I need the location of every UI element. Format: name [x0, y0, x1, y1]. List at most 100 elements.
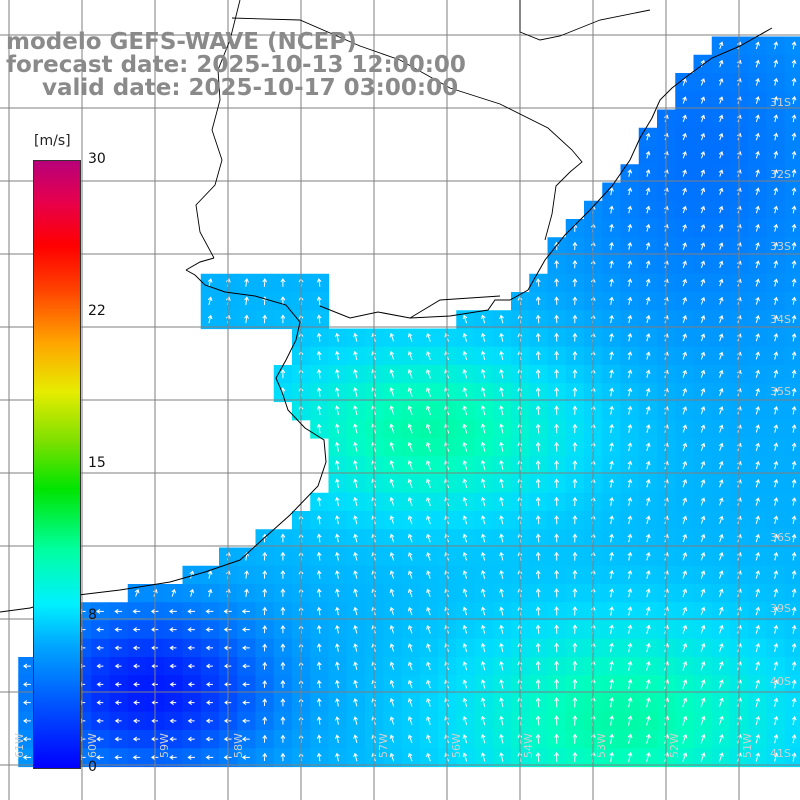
wind-cell — [784, 273, 800, 293]
wind-arrow — [426, 716, 431, 725]
wind-arrow — [205, 736, 214, 742]
wind-arrow — [572, 569, 578, 579]
wind-arrow — [554, 332, 560, 342]
wind-arrow — [334, 405, 340, 416]
wind-arrow — [609, 551, 614, 561]
wind-arrow — [645, 369, 651, 378]
wind-arrow — [627, 497, 633, 506]
wind-arrow — [700, 151, 706, 159]
wind-arrow — [554, 314, 560, 324]
wind-arrow — [262, 734, 268, 743]
wind-arrow — [755, 132, 760, 141]
wind-arrow — [114, 681, 122, 687]
wind-arrow — [554, 350, 560, 360]
wind-arrow — [554, 369, 560, 379]
wind-arrow — [627, 442, 633, 452]
wind-arrow — [609, 314, 614, 324]
wind-arrow — [718, 570, 724, 579]
wind-arrow — [572, 588, 578, 598]
wind-arrow — [700, 442, 706, 451]
wind-arrow — [462, 734, 468, 744]
wind-arrow — [316, 405, 322, 416]
wind-arrow — [755, 606, 761, 616]
wind-arrow — [627, 515, 633, 525]
wind-arrow — [645, 333, 651, 342]
wind-arrow — [353, 570, 358, 579]
wind-arrow — [280, 661, 286, 670]
wind-arrow — [242, 700, 250, 706]
wind-arrow — [316, 533, 322, 543]
wind-arrow — [609, 260, 614, 269]
wind-arrow — [645, 551, 651, 561]
wind-arrow — [755, 679, 761, 689]
wind-arrow — [280, 606, 286, 616]
wind-arrow — [389, 369, 395, 379]
wind-arrow — [280, 314, 286, 324]
wind-arrow — [535, 296, 541, 305]
wind-arrow — [353, 752, 358, 762]
wind-arrow — [609, 751, 615, 763]
wind-arrow — [353, 698, 358, 707]
wind-cell — [784, 748, 800, 768]
wind-arrow — [700, 570, 706, 579]
wind-arrow — [682, 533, 688, 543]
wind-cell — [784, 91, 800, 111]
wind-arrow — [499, 533, 504, 543]
wind-arrow — [773, 588, 779, 598]
wind-arrow — [682, 570, 688, 579]
wind-arrow — [426, 625, 431, 634]
wind-arrow — [700, 406, 706, 415]
wind-arrow — [353, 588, 358, 598]
wind-arrow — [682, 242, 687, 250]
wind-arrow — [407, 369, 413, 379]
wind-arrow — [718, 296, 724, 305]
wind-arrow — [755, 351, 760, 360]
wind-arrow — [554, 751, 560, 762]
wind-arrow — [719, 606, 724, 616]
wind-arrow — [554, 441, 560, 452]
wind-cell — [784, 292, 800, 311]
wind-arrow — [755, 752, 761, 762]
wind-arrow — [187, 718, 195, 724]
wind-arrow — [316, 679, 322, 689]
wind-arrow — [755, 570, 761, 579]
wind-arrow — [554, 423, 560, 434]
wind-arrow — [535, 642, 541, 653]
wind-arrow — [609, 296, 614, 305]
wind-arrow — [755, 223, 760, 232]
wind-arrow — [335, 551, 340, 561]
wind-arrow — [755, 697, 761, 707]
wind-arrow — [609, 533, 614, 543]
wind-arrow — [627, 624, 633, 634]
wind-arrow — [700, 588, 706, 598]
wind-arrow — [22, 718, 31, 724]
wind-arrow — [645, 387, 651, 397]
wind-arrow — [262, 643, 268, 652]
lon-label-51w: 51W — [741, 733, 754, 758]
wind-cell — [784, 146, 800, 165]
wind-arrow — [133, 700, 140, 706]
wind-arrow — [773, 479, 779, 488]
wind-arrow — [334, 369, 340, 379]
wind-arrow — [353, 369, 358, 379]
wind-arrow — [462, 423, 468, 434]
wind-arrow — [480, 752, 486, 762]
wind-arrow — [407, 552, 413, 561]
wind-arrow — [316, 734, 322, 743]
wind-arrow — [334, 441, 340, 452]
lon-label-61w: 61W — [13, 733, 26, 758]
wind-arrow — [205, 663, 213, 669]
wind-arrow — [791, 333, 797, 342]
wind-arrow — [335, 752, 340, 762]
wind-arrow — [572, 478, 578, 488]
wind-arrow — [316, 515, 322, 525]
wind-arrow — [645, 588, 651, 598]
wind-arrow — [316, 643, 322, 652]
wind-arrow — [407, 350, 413, 361]
wind-arrow — [480, 405, 486, 416]
wind-arrow — [554, 660, 560, 671]
wind-arrow — [627, 533, 633, 543]
wind-arrow — [535, 478, 541, 488]
wind-arrow — [554, 515, 560, 525]
